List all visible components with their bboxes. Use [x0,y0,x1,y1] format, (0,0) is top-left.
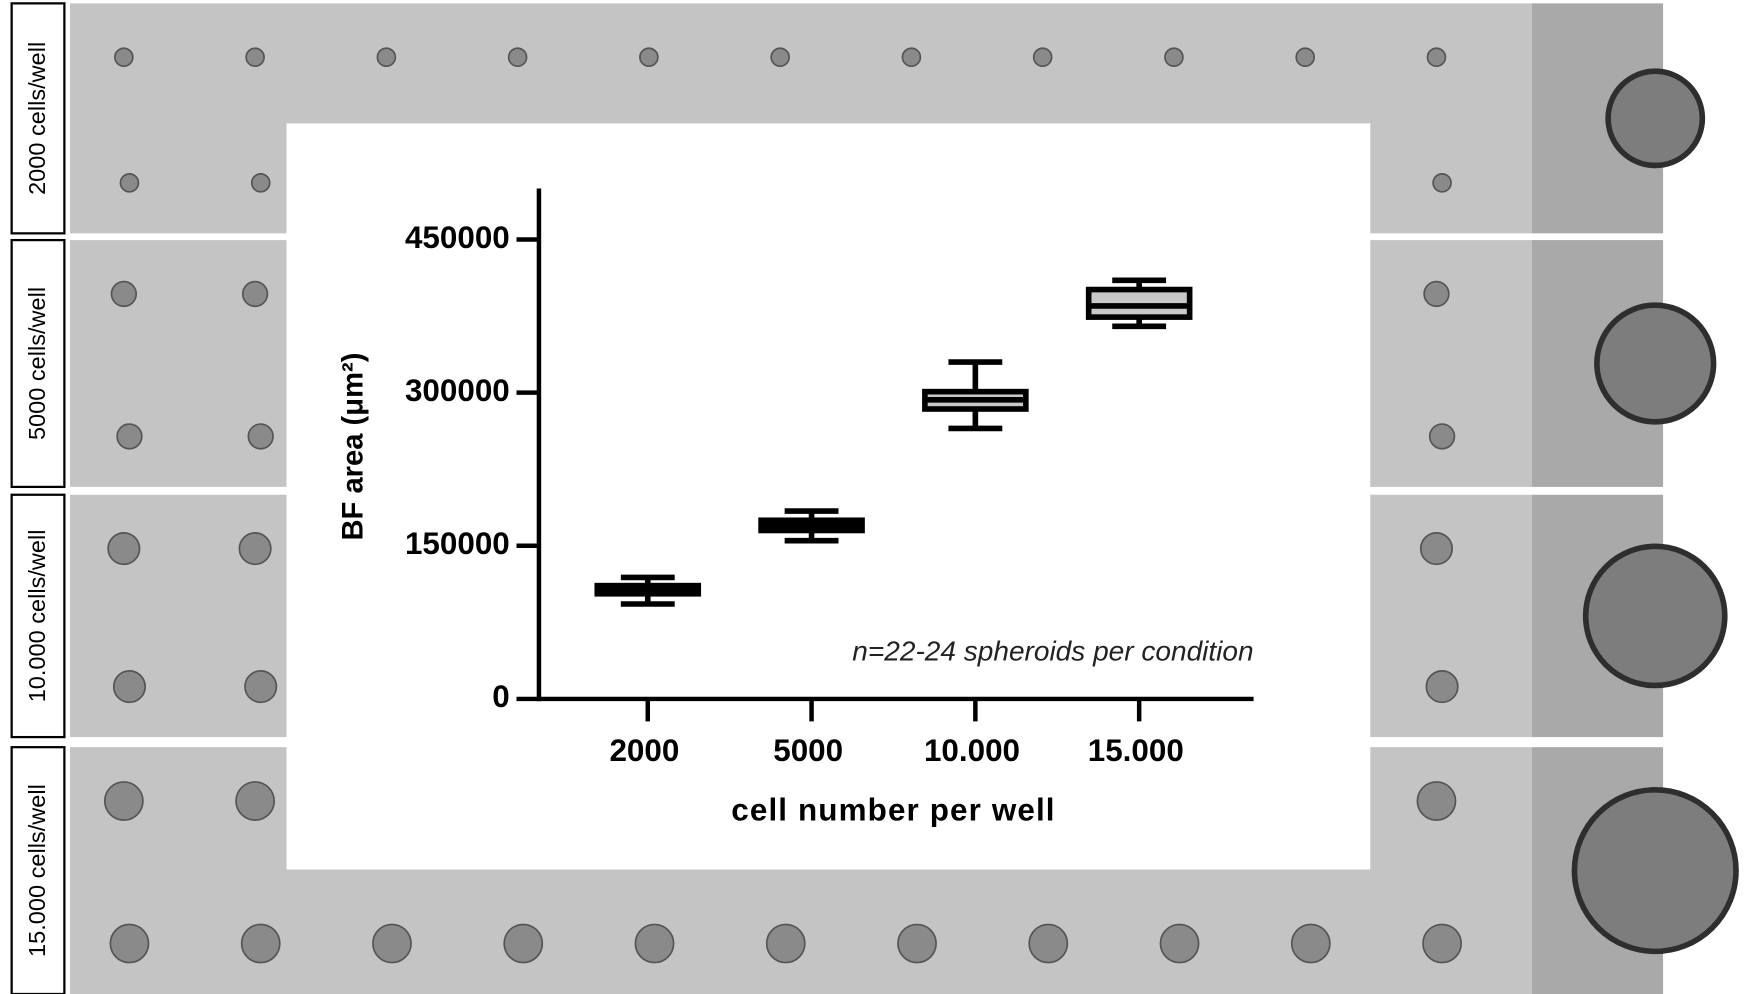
row-label: 5000 cells/well [24,287,50,440]
spheroid [1295,47,1316,68]
spheroid [376,47,397,68]
spheroid-closeup [1594,302,1717,425]
spheroid [235,781,276,821]
x-tick-label: 2000 [609,733,679,768]
row-label: 2000 cells/well [24,42,50,195]
spheroid-closeup [1571,787,1739,955]
spheroid [1419,532,1454,566]
spheroid [250,173,271,193]
spheroid [1422,923,1462,964]
spheroid [245,47,265,68]
spheroid [1164,47,1184,68]
spheroid [114,47,134,68]
spheroid [109,923,150,964]
y-tick-label: 300000 [405,373,510,408]
spheroid [770,47,790,68]
spheroid [1423,280,1450,308]
spheroid [1416,781,1457,821]
spheroid [116,423,143,450]
spheroid [241,280,269,308]
x-tick-label: 5000 [773,733,843,768]
x-tick-label: 15.000 [1088,733,1184,768]
label-box [10,2,66,235]
y-tick-label: 150000 [405,526,510,561]
spheroid [639,47,659,68]
chart-panel [286,123,1371,870]
spheroid [1426,47,1447,68]
spheroid [372,923,412,964]
spheroid [1432,173,1452,193]
chart: BF area (μm²) cell number per well n=22-… [338,188,1254,828]
spheroid-closeup [1582,543,1728,689]
spheroid [1159,923,1200,964]
spheroid [103,781,144,821]
spheroid [244,670,278,704]
spheroid [1428,423,1456,450]
y-axis-label: BF area (μm²) [338,353,370,541]
spheroid [1425,670,1459,704]
spheroid [1290,923,1331,964]
spheroid [765,923,806,964]
spheroid [119,173,140,193]
spheroid [112,670,146,704]
x-axis-label: cell number per well [731,793,1055,828]
row-label: 15.000 cells/well [24,784,50,957]
label-box [10,493,66,739]
spheroid [901,47,922,68]
spheroid [240,923,281,964]
spheroid-closeup [1605,68,1706,169]
label-box [10,238,66,489]
label-box [10,746,66,994]
row-label: 10.000 cells/well [24,530,50,703]
spheroid [238,532,272,566]
spheroid [247,423,274,450]
spheroid [634,923,675,964]
y-tick-label: 450000 [405,220,510,255]
spheroid [503,923,544,964]
spheroid [110,280,138,308]
spheroid [107,532,141,566]
spheroid [507,47,528,68]
x-tick-label: 10.000 [924,733,1020,768]
spheroid [897,923,937,964]
annotation: n=22-24 spheroids per condition [852,635,1253,666]
spheroid [1028,923,1069,964]
y-tick-label: 0 [492,679,509,714]
spheroid [1032,47,1053,68]
